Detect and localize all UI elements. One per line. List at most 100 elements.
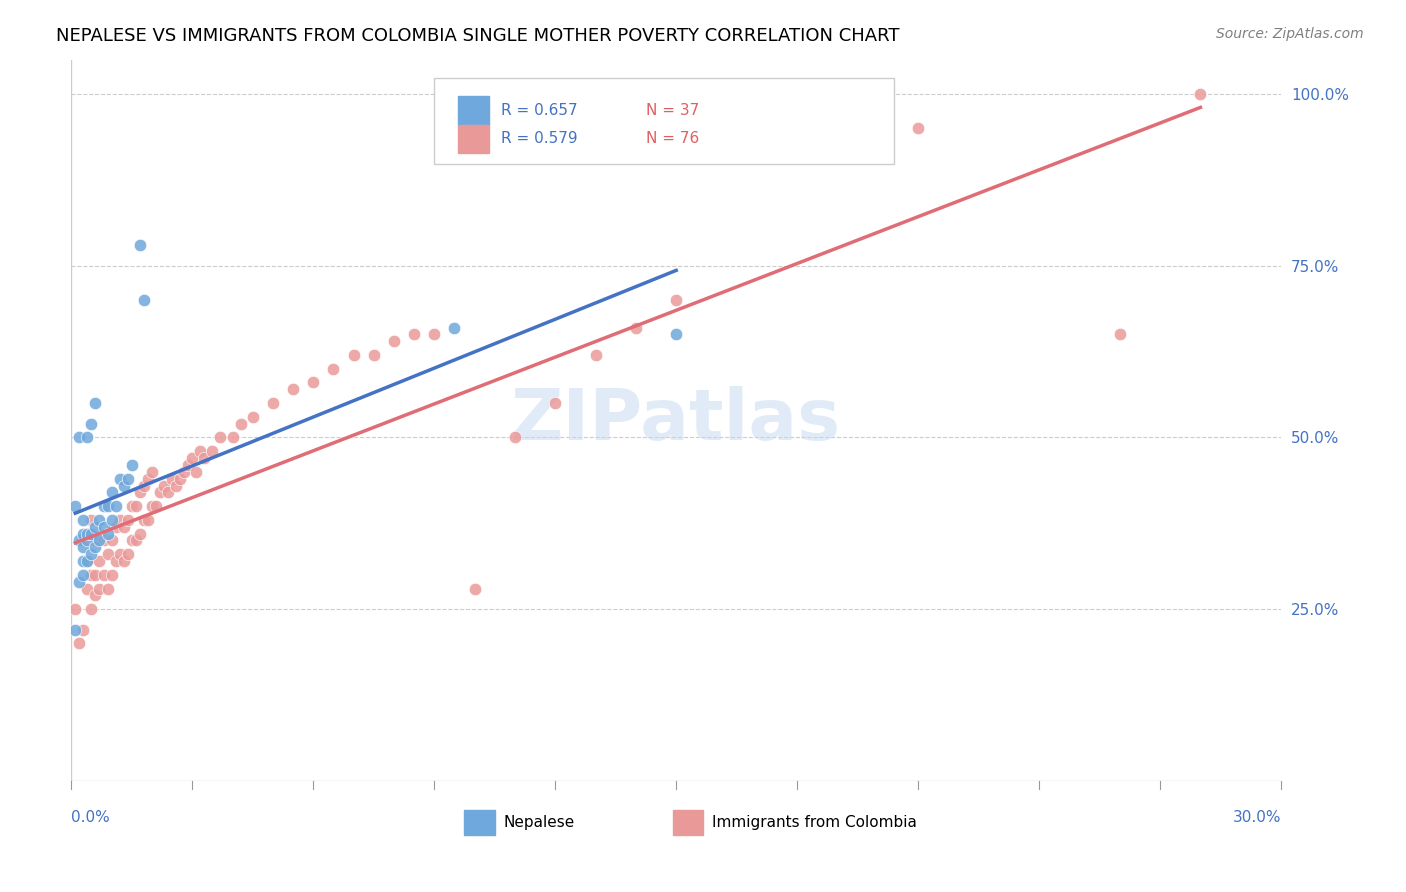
Point: [67, 430, 90, 444]
Point: [165, 478, 187, 492]
Point: [112, 519, 135, 533]
Point: [1108, 327, 1130, 342]
Point: [67, 574, 90, 589]
Point: [117, 513, 139, 527]
Point: [72, 541, 94, 555]
Point: [242, 409, 264, 424]
Bar: [464, 810, 495, 835]
Point: [104, 499, 127, 513]
Point: [65, 499, 87, 513]
Point: [93, 567, 115, 582]
Bar: [458, 125, 489, 153]
Point: [112, 554, 135, 568]
Point: [201, 444, 224, 458]
Point: [322, 361, 344, 376]
Point: [585, 348, 607, 362]
Point: [84, 567, 107, 582]
Point: [76, 554, 98, 568]
Point: [173, 465, 195, 479]
Text: R = 0.657: R = 0.657: [501, 103, 578, 118]
Point: [89, 513, 111, 527]
Point: [209, 430, 232, 444]
Point: [136, 513, 159, 527]
Point: [72, 567, 94, 582]
Point: [443, 320, 465, 334]
Point: [108, 472, 131, 486]
Point: [84, 589, 107, 603]
Point: [132, 513, 155, 527]
Point: [193, 450, 215, 465]
Point: [96, 526, 118, 541]
Point: [76, 430, 98, 444]
Point: [117, 547, 139, 561]
Point: [136, 472, 159, 486]
Point: [132, 293, 155, 307]
Point: [145, 499, 167, 513]
Point: [177, 458, 200, 472]
Point: [382, 334, 405, 349]
Point: [80, 602, 103, 616]
Point: [100, 567, 122, 582]
Point: [188, 444, 211, 458]
Text: N = 37: N = 37: [645, 103, 699, 118]
Point: [93, 519, 115, 533]
Bar: [672, 810, 703, 835]
Point: [100, 533, 122, 548]
Point: [141, 499, 163, 513]
Point: [72, 513, 94, 527]
Point: [149, 485, 172, 500]
Point: [1189, 87, 1212, 101]
Point: [76, 582, 98, 596]
Text: Source: ZipAtlas.com: Source: ZipAtlas.com: [1216, 27, 1364, 41]
Point: [108, 513, 131, 527]
Point: [72, 533, 94, 548]
Bar: [458, 95, 489, 125]
Point: [125, 499, 148, 513]
Point: [153, 478, 176, 492]
Point: [169, 472, 191, 486]
Point: [121, 499, 143, 513]
Point: [157, 485, 180, 500]
Point: [93, 499, 115, 513]
Point: [96, 547, 118, 561]
Point: [76, 533, 98, 548]
Point: [281, 382, 304, 396]
Point: [72, 623, 94, 637]
Point: [402, 327, 425, 342]
Point: [84, 396, 107, 410]
Text: R = 0.579: R = 0.579: [501, 131, 578, 146]
Point: [132, 478, 155, 492]
Text: NEPALESE VS IMMIGRANTS FROM COLOMBIA SINGLE MOTHER POVERTY CORRELATION CHART: NEPALESE VS IMMIGRANTS FROM COLOMBIA SIN…: [56, 27, 900, 45]
Point: [89, 533, 111, 548]
Point: [100, 513, 122, 527]
Point: [624, 320, 647, 334]
Point: [302, 376, 325, 390]
Point: [104, 519, 127, 533]
Point: [423, 327, 446, 342]
Point: [104, 554, 127, 568]
Point: [125, 533, 148, 548]
Point: [907, 121, 929, 136]
Point: [221, 430, 243, 444]
Point: [80, 513, 103, 527]
Point: [544, 396, 567, 410]
Point: [160, 472, 183, 486]
Text: 0.0%: 0.0%: [72, 810, 110, 825]
Point: [80, 417, 103, 431]
Point: [128, 526, 150, 541]
Point: [67, 636, 90, 650]
Point: [72, 554, 94, 568]
Point: [76, 526, 98, 541]
Point: [84, 519, 107, 533]
Point: [464, 582, 486, 596]
Text: Nepalese: Nepalese: [503, 814, 575, 830]
Point: [84, 541, 107, 555]
Point: [89, 554, 111, 568]
Text: N = 76: N = 76: [645, 131, 699, 146]
Point: [665, 327, 688, 342]
Point: [96, 499, 118, 513]
Point: [80, 567, 103, 582]
Point: [72, 526, 94, 541]
Point: [262, 396, 284, 410]
Point: [65, 602, 87, 616]
